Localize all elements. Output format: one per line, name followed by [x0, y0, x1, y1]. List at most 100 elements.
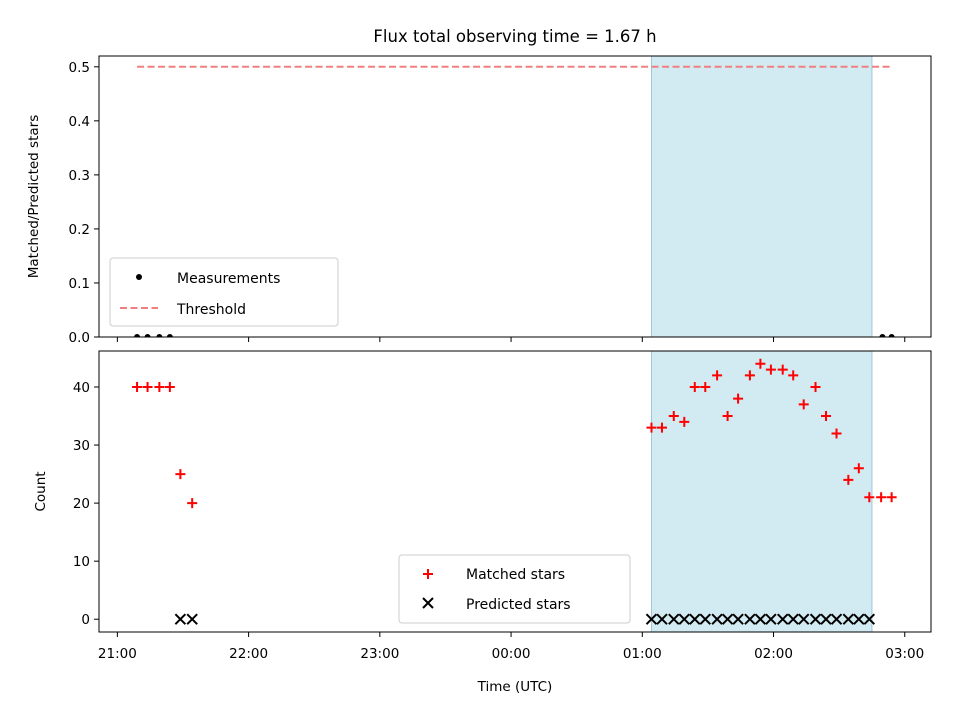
measurement-point: [134, 334, 141, 337]
legend-box: [398, 554, 631, 624]
matched-star-point: [843, 474, 854, 485]
matched-star-point: [132, 381, 143, 392]
measurement-point: [156, 334, 163, 337]
matched-star-point: [733, 393, 744, 404]
matched-star-point: [712, 370, 723, 381]
legend-label: Matched stars: [466, 567, 565, 583]
axes-frame: [98, 350, 932, 633]
x-axis-label: Time (UTC): [477, 679, 553, 695]
predicted-star-point: [744, 613, 756, 625]
observing-span: [651, 351, 872, 632]
matched-star-point: [821, 411, 832, 422]
bottom-panel: 0 10 20 30 40 21:00 22:00 23:00 00:00 01:00 02:00 0…: [33, 350, 932, 662]
matched-star-point: [810, 381, 821, 392]
matched-star-point: [700, 381, 711, 392]
predicted-star-point: [863, 613, 876, 625]
matched-star-point: [175, 469, 186, 480]
y-tick-label: 0.2: [69, 222, 90, 238]
predicted-star-point: [820, 613, 832, 625]
measurement-point: [144, 334, 151, 337]
predicted-star-point: [830, 613, 843, 625]
predicted-star-point: [842, 613, 855, 625]
matched-star-point: [831, 428, 842, 439]
matched-star-point: [876, 492, 887, 503]
plot-marks: [132, 358, 897, 625]
matched-star-point: [853, 463, 864, 474]
matched-star-point: [656, 422, 667, 433]
matched-star-point: [679, 416, 690, 427]
x-tick-label: 02:00: [754, 646, 793, 662]
matched-star-point: [777, 364, 788, 375]
x-tick-label: 22:00: [229, 646, 268, 662]
x-tick-label: 00:00: [492, 646, 531, 662]
measurement-point: [879, 334, 886, 337]
matched-star-point: [668, 411, 679, 422]
legend-label: Threshold: [176, 302, 246, 318]
predicted-star-point: [765, 613, 777, 625]
predicted-star-point: [678, 613, 690, 625]
matched-star-point: [722, 411, 733, 422]
y-tick-label: 30: [73, 438, 90, 454]
predicted-star-point: [853, 613, 865, 625]
legend-label: Measurements: [177, 271, 280, 287]
matched-star-point: [755, 358, 766, 369]
legend: Matched stars Predicted stars: [398, 554, 631, 624]
predicted-star-point: [656, 613, 668, 625]
predicted-star-point: [721, 613, 734, 625]
matched-star-point: [142, 381, 153, 392]
matched-star-point: [646, 422, 657, 433]
matched-star-point: [187, 498, 198, 509]
y-axis-label: Matched/Predicted stars: [26, 115, 42, 278]
x-tick-label: 21:00: [98, 646, 137, 662]
matched-star-point: [765, 364, 776, 375]
predicted-star-point: [777, 613, 789, 625]
matched-star-point: [798, 399, 809, 410]
predicted-star-point: [732, 613, 744, 625]
predicted-star-point: [699, 613, 711, 625]
chart-title: Flux total observing time = 1.67 h: [373, 27, 656, 46]
predicted-star-point: [787, 613, 799, 625]
predicted-star-point: [754, 613, 767, 625]
predicted-star-point: [689, 613, 701, 625]
y-tick-label: 20: [73, 496, 90, 512]
y-tick-label: 40: [73, 380, 90, 396]
y-tick-label: 0.5: [69, 60, 90, 76]
y-tick-label: 0.0: [69, 330, 90, 346]
matched-star-point: [689, 381, 700, 392]
y-tick-label: 0: [81, 612, 90, 628]
predicted-star-point: [186, 613, 198, 625]
legend-plus-marker: [423, 569, 433, 579]
predicted-star-point: [809, 613, 822, 625]
measurement-point: [888, 334, 895, 337]
y-tick-label: 0.4: [69, 114, 90, 130]
axes-frame: [98, 55, 932, 338]
predicted-star-point: [645, 613, 658, 625]
legend-x-marker: [422, 597, 434, 609]
plot-marks: [134, 65, 895, 337]
x-tick-label: 23:00: [360, 646, 399, 662]
predicted-star-point: [711, 613, 723, 625]
legend-dot-marker: [136, 274, 142, 280]
legend-box: [109, 257, 339, 327]
matched-star-point: [864, 492, 875, 503]
y-axis-label: Count: [33, 471, 49, 511]
predicted-star-point: [174, 613, 187, 625]
legend-label: Predicted stars: [466, 597, 571, 613]
y-tick-label: 0.1: [69, 276, 90, 292]
y-tick-label: 10: [73, 554, 90, 570]
matched-star-point: [788, 370, 799, 381]
predicted-star-point: [797, 613, 810, 625]
matched-star-point: [154, 381, 165, 392]
matched-star-point: [886, 492, 897, 503]
matched-star-point: [164, 381, 175, 392]
predicted-star-point: [668, 613, 680, 625]
matched-star-point: [744, 370, 755, 381]
legend: Measurements Threshold: [109, 257, 339, 327]
x-tick-label: 01:00: [623, 646, 662, 662]
x-tick-label: 03:00: [885, 646, 924, 662]
measurement-point: [166, 334, 173, 337]
y-tick-label: 0.3: [69, 168, 90, 184]
top-panel: 0.0 0.1 0.2 0.3 0.4 0.5 Matched/Predicted star…: [26, 55, 932, 346]
observing-span: [651, 56, 872, 337]
